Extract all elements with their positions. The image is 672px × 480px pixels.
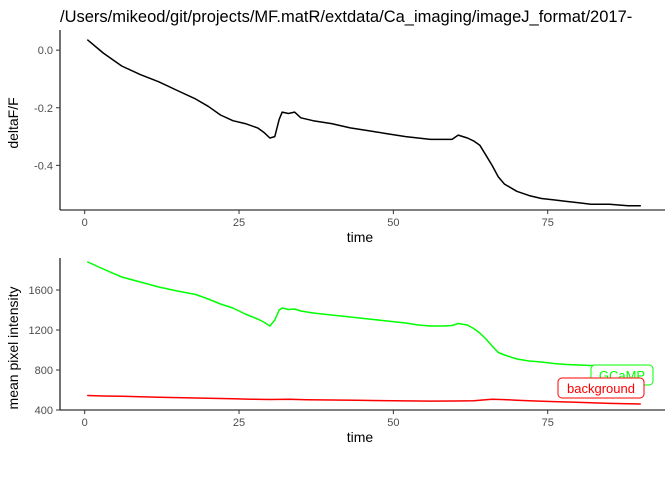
- x-tick-label: 0: [82, 417, 88, 429]
- gcamp-series-line: [87, 261, 642, 369]
- y-tick-label: 800: [35, 365, 53, 377]
- x-tick-label: 50: [387, 217, 399, 229]
- y-tick-label: 1200: [29, 325, 53, 337]
- x-tick-label: 25: [233, 217, 245, 229]
- x-tick-label: 25: [233, 417, 245, 429]
- y-tick-label: -0.4: [34, 160, 53, 172]
- background-label-box: [557, 377, 645, 399]
- y-tick-label: 0.0: [38, 45, 53, 57]
- x-axis-title: time: [347, 229, 374, 245]
- y-tick-label: 1600: [29, 285, 53, 297]
- x-tick-label: 75: [542, 417, 554, 429]
- deltaf-series-line: [87, 39, 642, 207]
- x-tick-label: 0: [82, 217, 88, 229]
- x-axis-title: time: [347, 429, 374, 445]
- chart-title: /Users/mikeod/git/projects/MF.matR/extda…: [60, 8, 632, 26]
- background-series-label: background: [567, 381, 635, 396]
- y-axis-title: mean pixel intensity: [5, 287, 21, 410]
- y-tick-label: -0.2: [34, 103, 53, 115]
- deltaf-panel: time deltaF/F 0 25 50 75 0.0 -0.2 -0.4: [5, 30, 665, 245]
- y-axis-title: deltaF/F: [5, 97, 21, 148]
- x-tick-label: 50: [387, 417, 399, 429]
- y-tick-label: 400: [35, 405, 53, 417]
- x-tick-label: 75: [542, 217, 554, 229]
- background-series-line: [87, 394, 642, 405]
- intensity-panel: time mean pixel intensity 0 25 50 75 400 800 1…: [5, 258, 665, 445]
